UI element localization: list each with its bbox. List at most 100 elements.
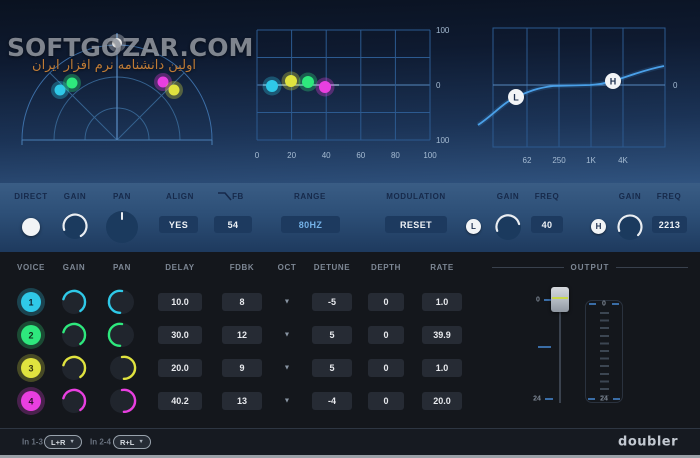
radar-diagonal-right (116, 72, 185, 141)
svg-text:20: 20 (287, 151, 296, 160)
in24-routing-value: R+L (120, 437, 135, 447)
voice4-detune-field[interactable]: -4 (312, 391, 352, 410)
voice3-delay-dot[interactable] (285, 75, 297, 87)
y-axis-bottom-label: 100 (436, 136, 450, 145)
voice4-pan-knob[interactable] (106, 385, 138, 417)
voice4-pan-dot[interactable] (157, 76, 169, 88)
voice3-pan-dot[interactable] (168, 84, 180, 96)
voice3-fdbk-field[interactable]: 9 (222, 358, 262, 377)
pan-knob[interactable] (104, 209, 140, 245)
svg-text:3: 3 (28, 363, 33, 373)
voice3-depth-field[interactable]: 0 (368, 358, 404, 377)
voice-header: VOICE (17, 263, 45, 272)
voice1-fdbk-field[interactable]: 8 (222, 292, 262, 311)
voice-row-3: 3 20.0 9 ▼ 5 0 1.0 (0, 351, 700, 384)
voices-section: VOICE GAIN PAN DELAY FDBK OCT DETUNE DEP… (0, 252, 700, 428)
high-freq-field[interactable]: 2213 (652, 216, 687, 233)
low-gain-label: GAIN (496, 192, 520, 201)
eq-panel: L H 0 62 250 1K 4K (476, 27, 678, 165)
fader-bottom-label: 24 (533, 395, 541, 403)
svg-text:H: H (610, 77, 617, 87)
eq-low-handle[interactable] (508, 89, 524, 105)
voice1-delay-field[interactable]: 10.0 (158, 292, 202, 311)
fb-label: FB (232, 192, 244, 201)
global-controls-row: DIRECT GAIN PAN ALIGN YES FB 54 RANGE 80… (0, 183, 700, 252)
in13-label: In 1-3 (22, 437, 43, 447)
voice1-rate-field[interactable]: 1.0 (422, 292, 462, 311)
in13-routing-dropdown[interactable]: L+R ▼ (44, 435, 82, 449)
doubler-logo: doubler (618, 434, 678, 450)
voice3-gain-knob[interactable] (58, 352, 90, 384)
voice3-detune-field[interactable]: 5 (312, 358, 352, 377)
align-toggle[interactable]: YES (159, 216, 198, 233)
voice4-delay-field[interactable]: 40.2 (158, 391, 202, 410)
voice1-pan-dot[interactable] (54, 84, 66, 96)
output-divider-right (616, 267, 688, 268)
voice4-depth-field[interactable]: 0 (368, 391, 404, 410)
voice3-oct-dropdown-icon[interactable]: ▼ (283, 364, 291, 371)
gain-header: GAIN (62, 263, 86, 272)
voice1-pan-knob[interactable] (106, 286, 138, 318)
voice4-badge: 4 (17, 386, 45, 415)
voice1-gain-knob[interactable] (58, 286, 90, 318)
svg-text:62: 62 (523, 156, 532, 165)
voice1-delay-dot[interactable] (266, 80, 278, 92)
high-gain-knob[interactable] (614, 211, 646, 243)
voice1-detune-field[interactable]: -5 (312, 292, 352, 311)
voice2-oct-dropdown-icon[interactable]: ▼ (283, 331, 291, 338)
delay-detune-panel: 100 0 100 0 20 40 60 80 100 (255, 26, 450, 160)
modulation-label: MODULATION (386, 192, 446, 201)
direct-dot[interactable] (112, 38, 122, 48)
fb-value-field[interactable]: 54 (214, 216, 252, 233)
voice2-pan-knob[interactable] (106, 319, 138, 351)
svg-text:1: 1 (28, 297, 33, 307)
low-gain-knob[interactable] (492, 211, 524, 243)
output-fader-track[interactable] (559, 295, 561, 403)
voice2-detune-field[interactable]: 5 (312, 325, 352, 344)
modulation-reset-button[interactable]: RESET (385, 216, 447, 233)
direct-button[interactable] (22, 218, 40, 236)
svg-text:250: 250 (552, 156, 566, 165)
gain-knob[interactable] (59, 210, 91, 242)
range-label: RANGE (294, 192, 326, 201)
low-freq-field[interactable]: 40 (531, 216, 563, 233)
pan-label: PAN (112, 192, 132, 201)
eq-curve (477, 65, 665, 126)
visualizer-section: 100 0 100 0 20 40 60 80 100 L H 0 62 (0, 0, 700, 183)
low-shelf-badge[interactable]: L (466, 219, 481, 234)
voice4-gain-knob[interactable] (58, 385, 90, 417)
range-selector[interactable]: 80HZ (281, 216, 340, 233)
svg-text:4K: 4K (618, 156, 628, 165)
gain-label: GAIN (63, 192, 87, 201)
voice2-pan-dot[interactable] (66, 77, 78, 89)
high-freq-label: FREQ (656, 192, 682, 201)
voice2-gain-knob[interactable] (58, 319, 90, 351)
detune-header: DETUNE (313, 263, 351, 272)
meter-tick-marks (600, 312, 609, 396)
voice2-delay-field[interactable]: 30.0 (158, 325, 202, 344)
voice2-delay-dot[interactable] (302, 76, 314, 88)
voice2-rate-field[interactable]: 39.9 (422, 325, 462, 344)
svg-text:L: L (513, 93, 519, 103)
low-freq-label: FREQ (534, 192, 560, 201)
voice4-oct-dropdown-icon[interactable]: ▼ (283, 397, 291, 404)
voice3-pan-knob[interactable] (106, 352, 138, 384)
y-axis-mid-label: 0 (436, 81, 441, 90)
high-gain-label: GAIN (618, 192, 642, 201)
voice3-delay-field[interactable]: 20.0 (158, 358, 202, 377)
voice2-depth-field[interactable]: 0 (368, 325, 404, 344)
in24-routing-dropdown[interactable]: R+L ▼ (113, 435, 151, 449)
voice4-delay-dot[interactable] (319, 81, 331, 93)
voice3-rate-field[interactable]: 1.0 (422, 358, 462, 377)
align-label: ALIGN (166, 192, 194, 201)
output-fader-handle[interactable] (551, 287, 569, 312)
voice1-depth-field[interactable]: 0 (368, 292, 404, 311)
eq-high-handle[interactable] (605, 73, 621, 89)
footer-bar: In 1-3 L+R ▼ In 2-4 R+L ▼ doubler (0, 428, 700, 455)
voice4-fdbk-field[interactable]: 13 (222, 391, 262, 410)
voice4-rate-field[interactable]: 20.0 (422, 391, 462, 410)
high-shelf-badge[interactable]: H (591, 219, 606, 234)
voice1-oct-dropdown-icon[interactable]: ▼ (283, 298, 291, 305)
voice2-fdbk-field[interactable]: 12 (222, 325, 262, 344)
svg-text:100: 100 (423, 151, 437, 160)
